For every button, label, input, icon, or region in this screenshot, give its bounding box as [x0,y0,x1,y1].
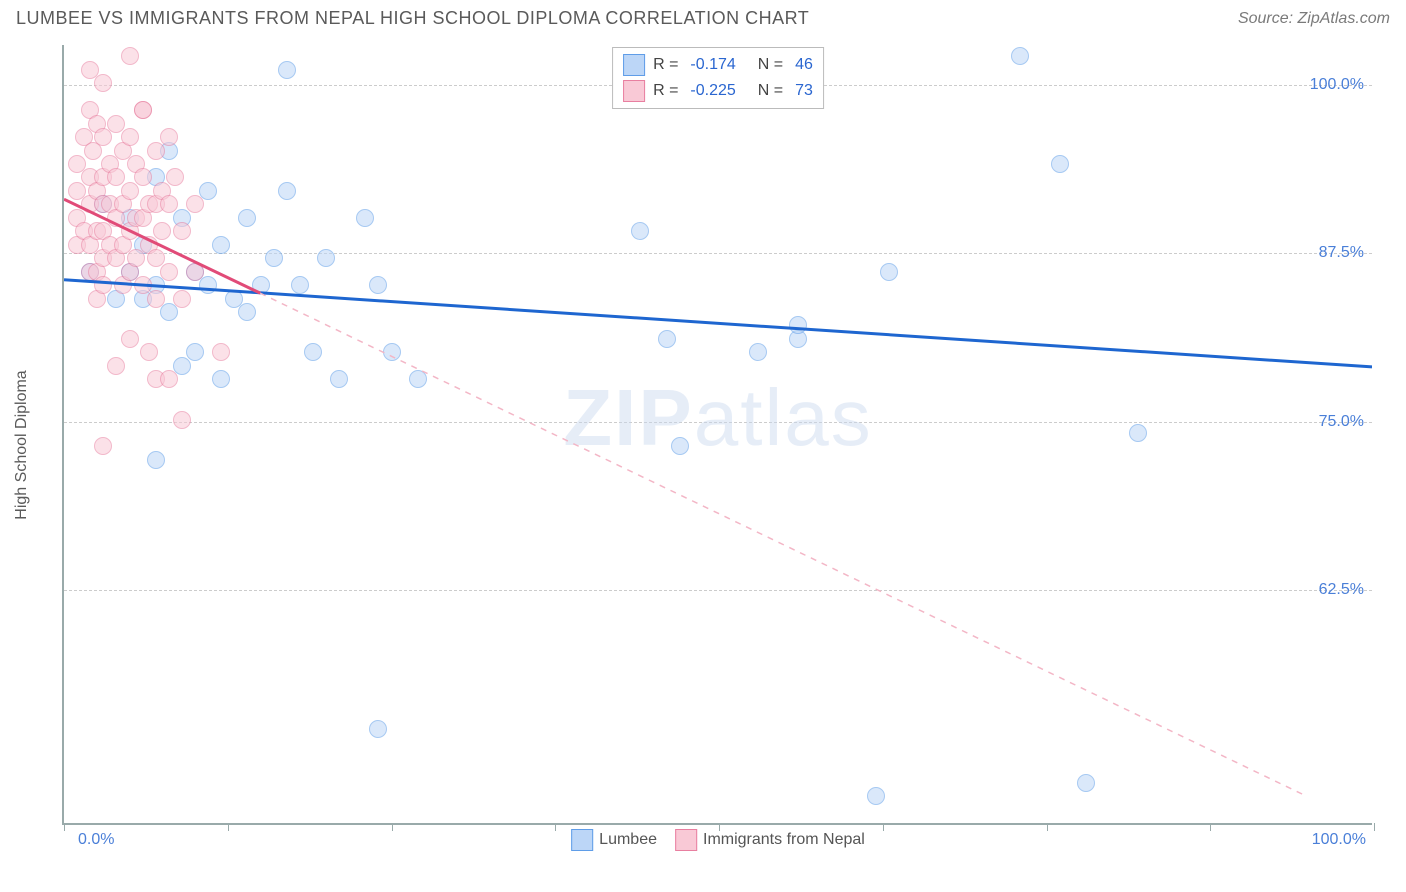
legend-series: Lumbee Immigrants from Nepal [571,829,865,851]
x-tick-label-min: 0.0% [78,831,114,849]
x-tick [555,823,556,831]
data-point [212,343,230,361]
data-point [121,128,139,146]
chart-title: LUMBEE VS IMMIGRANTS FROM NEPAL HIGH SCH… [16,8,809,29]
legend-item-nepal: Immigrants from Nepal [675,829,865,851]
legend-stats: R = -0.174 N = 46 R = -0.225 N = 73 [612,47,824,109]
data-point [160,370,178,388]
data-point [252,276,270,294]
data-point [147,451,165,469]
data-point [94,437,112,455]
plot-area: ZIPatlas R = -0.174 N = 46 R = -0.225 N … [62,45,1372,825]
legend-row-2: R = -0.225 N = 73 [623,78,813,104]
legend-row-1: R = -0.174 N = 46 [623,52,813,78]
legend-n-val-2: 73 [795,82,813,100]
data-point [304,343,322,361]
data-point [1077,774,1095,792]
legend-item-lumbee: Lumbee [571,829,657,851]
legend-n-val-1: 46 [795,56,813,74]
data-point [121,330,139,348]
data-point [330,370,348,388]
data-point [160,263,178,281]
legend-r-label-2: R = [653,82,678,100]
data-point [94,128,112,146]
legend-label-lumbee: Lumbee [599,831,657,849]
data-point [356,209,374,227]
data-point [212,236,230,254]
legend-r-val-2: -0.225 [690,82,735,100]
data-point [186,263,204,281]
data-point [107,357,125,375]
data-point [173,290,191,308]
data-point [199,276,217,294]
data-point [1129,424,1147,442]
swatch-blue-icon [571,829,593,851]
data-point [186,195,204,213]
x-tick [228,823,229,831]
data-point [173,357,191,375]
data-point [153,222,171,240]
data-point [749,343,767,361]
data-point [160,303,178,321]
data-point [658,330,676,348]
data-point [671,437,689,455]
legend-label-nepal: Immigrants from Nepal [703,831,865,849]
data-point [134,168,152,186]
x-tick [1047,823,1048,831]
data-point [121,182,139,200]
data-point [278,61,296,79]
legend-r-val-1: -0.174 [690,56,735,74]
data-point [147,142,165,160]
data-point [199,182,217,200]
data-point [238,303,256,321]
data-point [369,276,387,294]
data-point [147,290,165,308]
data-point [789,316,807,334]
x-tick [1210,823,1211,831]
data-point [173,222,191,240]
x-tick [1374,823,1375,831]
points-layer [64,45,1372,823]
swatch-pink-icon [675,829,697,851]
data-point [160,195,178,213]
data-point [867,787,885,805]
data-point [1011,47,1029,65]
data-point [238,209,256,227]
data-point [409,370,427,388]
legend-r-label: R = [653,56,678,74]
data-point [173,411,191,429]
data-point [369,720,387,738]
data-point [212,370,230,388]
x-tick [392,823,393,831]
x-tick [64,823,65,831]
x-tick [883,823,884,831]
data-point [166,168,184,186]
data-point [278,182,296,200]
y-axis-label: High School Diploma [13,370,31,519]
data-point [265,249,283,267]
data-point [880,263,898,281]
swatch-pink-icon [623,80,645,102]
data-point [186,343,204,361]
data-point [1051,155,1069,173]
data-point [94,276,112,294]
data-point [160,128,178,146]
source-attribution: Source: ZipAtlas.com [1238,10,1390,28]
swatch-blue-icon [623,54,645,76]
legend-n-label-2: N = [758,82,783,100]
data-point [127,249,145,267]
data-point [134,101,152,119]
data-point [291,276,309,294]
data-point [631,222,649,240]
chart-container: High School Diploma ZIPatlas R = -0.174 … [50,45,1390,845]
data-point [94,74,112,92]
x-tick-label-max: 100.0% [1312,831,1366,849]
legend-n-label: N = [758,56,783,74]
data-point [121,47,139,65]
data-point [317,249,335,267]
data-point [140,343,158,361]
data-point [383,343,401,361]
